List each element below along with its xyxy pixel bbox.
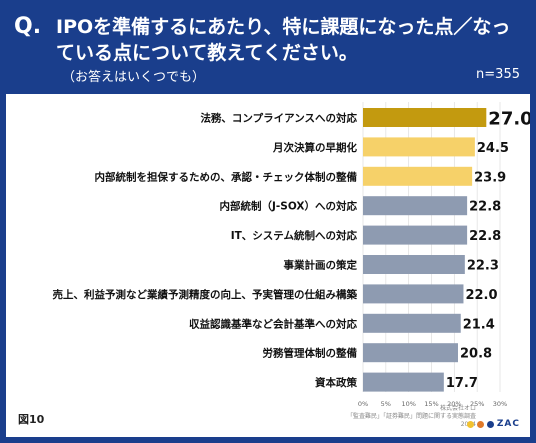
value-label: 20.8 [460,347,492,362]
category-label: 事業計画の策定 [284,259,358,272]
bar [363,372,444,392]
logo-dot-1 [466,420,474,428]
bar [363,137,475,157]
header: Q. IPOを準備するにあたり、特に課題になった点／なっている点について教えてく… [0,0,536,92]
bar [363,343,458,363]
x-tick-label: 5% [381,400,391,408]
logo-dot-3 [486,420,494,428]
category-label: 売上、利益予測など業績予測精度の向上、予実管理の仕組み構築 [53,288,358,301]
x-tick-label: 20% [447,400,461,408]
source-note: 株式会社オロ 「監査難民」「証券難民」問題に関する実態調査2024 [336,405,476,429]
category-label: 法務、コンプライアンスへの対応 [200,112,357,125]
bar [363,108,487,127]
bar [363,255,465,274]
category-label: 収益認識基準など会計基準への対応 [189,317,357,330]
zac-logo: ZAC [466,419,520,429]
value-label: 17.7 [446,376,478,391]
x-tick-label: 0% [358,400,368,408]
bar-chart: 0% 5% 10% 15% 20% 25% 30% 法務、コンプライアンスへの対応 27.0 月次… [53,102,530,408]
bar [363,196,468,216]
logo-text: ZAC [496,419,520,429]
category-label: IT、システム統制への対応 [231,229,358,242]
sample-size: n=355 [476,67,520,82]
question-subtitle: （お答えはいくつでも） [62,70,206,85]
value-label: 22.8 [469,229,501,244]
logo-dot-2 [476,420,484,428]
source-line-2: 「監査難民」「証券難民」問題に関する実態調査2024 [346,413,476,428]
bar [363,225,468,245]
value-label: 22.8 [469,200,501,215]
question-mark: Q. [14,14,42,39]
bar [363,313,461,333]
bar [363,284,464,304]
value-label: 22.0 [465,288,497,303]
x-tick-label: 25% [470,400,484,408]
value-label: 21.4 [463,317,495,332]
source-line-1: 株式会社オロ [439,405,476,412]
value-label: 24.5 [477,141,509,156]
bar [363,166,473,186]
x-tick-label: 15% [424,400,438,408]
figure-label: 図10 [18,413,45,426]
x-tick-label: 30% [493,400,507,408]
category-label: 内部統制（J-SOX）への対応 [220,200,358,213]
chart-panel: 0% 5% 10% 15% 20% 25% 30% 法務、コンプライアンスへの対応 27.0 月次… [6,94,530,437]
category-label: 労務管理体制の整備 [263,347,358,360]
category-label: 内部統制を担保するための、承認・チェック体制の整備 [95,170,358,183]
value-label: 22.3 [467,259,499,274]
category-label: 月次決算の早期化 [272,141,357,154]
x-tick-label: 10% [401,400,415,408]
category-label: 資本政策 [315,376,357,389]
question-title: IPOを準備するにあたり、特に課題になった点／なっている点について教えてください… [56,16,511,64]
value-label: 27.0 [488,109,530,130]
value-label: 23.9 [474,170,506,185]
